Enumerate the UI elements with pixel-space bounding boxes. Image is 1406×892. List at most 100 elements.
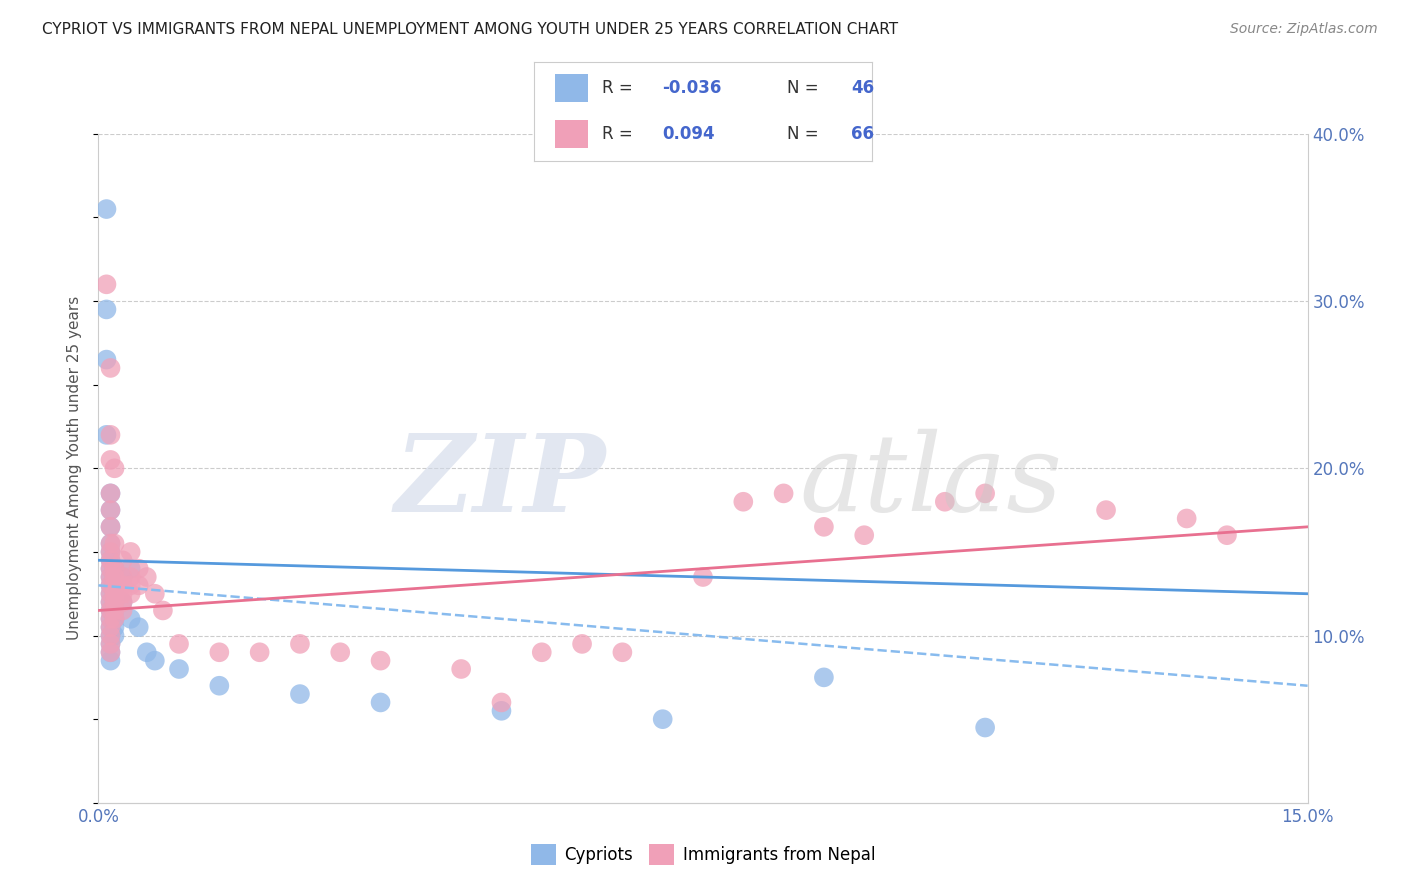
Point bbox=[120, 587, 142, 601]
Point bbox=[120, 545, 142, 559]
Point bbox=[100, 545, 122, 559]
Text: R =: R = bbox=[602, 125, 638, 143]
Point bbox=[733, 494, 755, 508]
Point bbox=[103, 612, 125, 626]
Point bbox=[100, 570, 122, 584]
Point bbox=[103, 536, 125, 550]
Point bbox=[103, 562, 125, 576]
Point bbox=[100, 603, 122, 617]
Point bbox=[100, 553, 122, 567]
Text: 66: 66 bbox=[852, 125, 875, 143]
Point bbox=[491, 704, 513, 718]
Point bbox=[100, 587, 122, 601]
Point bbox=[111, 603, 134, 617]
Point bbox=[100, 587, 122, 601]
Point bbox=[651, 712, 673, 726]
Point bbox=[100, 545, 122, 559]
Point bbox=[111, 553, 134, 567]
Point bbox=[100, 361, 122, 376]
Point bbox=[100, 620, 122, 634]
Point bbox=[100, 503, 122, 517]
Point bbox=[853, 528, 876, 542]
Text: ZIP: ZIP bbox=[395, 429, 606, 534]
Point bbox=[208, 679, 231, 693]
Point bbox=[370, 654, 392, 668]
Point bbox=[530, 645, 553, 659]
Point bbox=[96, 277, 118, 292]
Point bbox=[103, 562, 125, 576]
Point bbox=[96, 428, 118, 442]
Point bbox=[152, 603, 174, 617]
Point bbox=[120, 578, 142, 592]
Point bbox=[208, 645, 231, 659]
Text: N =: N = bbox=[787, 125, 824, 143]
Point bbox=[100, 595, 122, 609]
Point bbox=[100, 603, 122, 617]
Text: CYPRIOT VS IMMIGRANTS FROM NEPAL UNEMPLOYMENT AMONG YOUTH UNDER 25 YEARS CORRELA: CYPRIOT VS IMMIGRANTS FROM NEPAL UNEMPLO… bbox=[42, 22, 898, 37]
Point bbox=[120, 570, 142, 584]
Point bbox=[1175, 511, 1198, 525]
Point bbox=[128, 620, 150, 634]
Point bbox=[100, 612, 122, 626]
Point bbox=[103, 587, 125, 601]
Point bbox=[249, 645, 271, 659]
Point bbox=[100, 645, 122, 659]
Point bbox=[103, 570, 125, 584]
Text: -0.036: -0.036 bbox=[662, 79, 721, 97]
Point bbox=[329, 645, 352, 659]
Point bbox=[103, 603, 125, 617]
Bar bbox=[554, 74, 588, 102]
Point bbox=[100, 637, 122, 651]
Point bbox=[103, 578, 125, 592]
Point bbox=[100, 637, 122, 651]
Point bbox=[100, 578, 122, 592]
Point bbox=[111, 570, 134, 584]
Point bbox=[813, 520, 835, 534]
Text: Source: ZipAtlas.com: Source: ZipAtlas.com bbox=[1230, 22, 1378, 37]
Point bbox=[491, 696, 513, 710]
Point bbox=[111, 595, 134, 609]
Point bbox=[103, 612, 125, 626]
Point bbox=[813, 670, 835, 684]
Point bbox=[103, 570, 125, 584]
Point bbox=[100, 520, 122, 534]
Point bbox=[100, 553, 122, 567]
Point bbox=[100, 578, 122, 592]
Point bbox=[692, 570, 714, 584]
Point bbox=[128, 578, 150, 592]
Point bbox=[100, 645, 122, 659]
Point bbox=[100, 520, 122, 534]
Point bbox=[103, 620, 125, 634]
Point bbox=[100, 562, 122, 576]
Point bbox=[100, 628, 122, 642]
Text: N =: N = bbox=[787, 79, 824, 97]
Bar bbox=[554, 120, 588, 148]
Point bbox=[100, 612, 122, 626]
Point bbox=[143, 587, 166, 601]
Point bbox=[100, 486, 122, 500]
Point bbox=[135, 570, 157, 584]
Point bbox=[100, 620, 122, 634]
Point bbox=[111, 595, 134, 609]
Point bbox=[103, 603, 125, 617]
Point bbox=[143, 654, 166, 668]
Text: R =: R = bbox=[602, 79, 638, 97]
Point bbox=[167, 637, 190, 651]
Point bbox=[120, 562, 142, 576]
Point bbox=[100, 503, 122, 517]
Point bbox=[100, 570, 122, 584]
Point bbox=[974, 486, 997, 500]
Point bbox=[100, 628, 122, 642]
Text: atlas: atlas bbox=[800, 429, 1063, 534]
Point bbox=[103, 587, 125, 601]
Point bbox=[120, 612, 142, 626]
Point bbox=[100, 536, 122, 550]
Point bbox=[103, 628, 125, 642]
Point bbox=[612, 645, 634, 659]
Point bbox=[100, 595, 122, 609]
Point bbox=[96, 202, 118, 216]
Point bbox=[1216, 528, 1239, 542]
Point bbox=[100, 654, 122, 668]
Point bbox=[370, 696, 392, 710]
Point bbox=[100, 562, 122, 576]
